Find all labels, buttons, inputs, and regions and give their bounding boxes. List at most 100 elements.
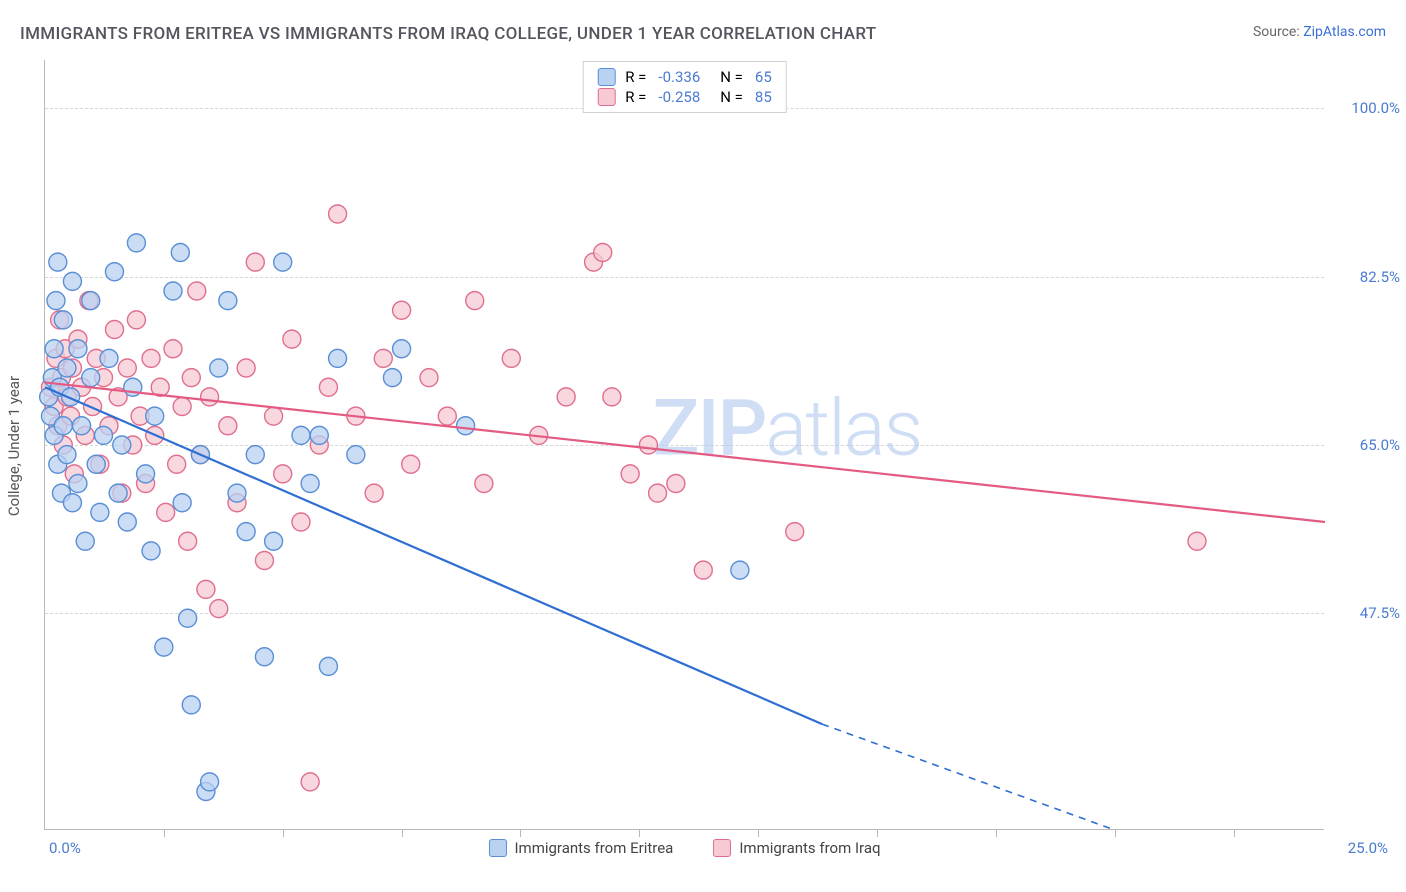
chart-plot-area: 47.5%65.0%82.5%100.0% ZIPatlas R = -0.33…	[44, 60, 1324, 830]
point-eritrea	[113, 436, 131, 454]
x-label-max: 25.0%	[1348, 839, 1388, 857]
point-eritrea	[49, 253, 67, 271]
point-eritrea	[87, 455, 105, 473]
point-iraq	[274, 465, 292, 483]
source-link[interactable]: ZipAtlas.com	[1303, 24, 1386, 40]
point-iraq	[210, 600, 228, 618]
xtick	[1234, 829, 1235, 837]
point-iraq	[237, 359, 255, 377]
point-eritrea	[731, 561, 749, 579]
point-eritrea	[118, 513, 136, 531]
point-eritrea	[179, 609, 197, 627]
point-eritrea	[73, 417, 91, 435]
xtick	[1115, 829, 1116, 837]
point-iraq	[105, 321, 123, 339]
point-iraq	[475, 475, 493, 493]
point-iraq	[84, 398, 102, 416]
point-iraq	[786, 523, 804, 541]
point-eritrea	[142, 542, 160, 560]
point-iraq	[402, 455, 420, 473]
point-eritrea	[246, 446, 264, 464]
point-eritrea	[109, 484, 127, 502]
point-eritrea	[182, 696, 200, 714]
x-label-min: 0.0%	[49, 839, 81, 857]
point-iraq	[219, 417, 237, 435]
point-eritrea	[274, 253, 292, 271]
r-label: R =	[625, 88, 646, 106]
scatter-svg	[45, 60, 1324, 829]
point-iraq	[667, 475, 685, 493]
point-eritrea	[82, 292, 100, 310]
point-eritrea	[255, 648, 273, 666]
point-iraq	[1188, 532, 1206, 550]
point-eritrea	[62, 388, 80, 406]
r-value-iraq: -0.258	[658, 88, 700, 106]
point-iraq	[621, 465, 639, 483]
point-iraq	[179, 532, 197, 550]
legend-label-eritrea: Immigrants from Eritrea	[514, 839, 673, 857]
point-eritrea	[146, 407, 164, 425]
point-iraq	[118, 359, 136, 377]
r-value-eritrea: -0.336	[658, 68, 700, 86]
point-eritrea	[347, 446, 365, 464]
point-iraq	[157, 503, 175, 521]
series-legend: Immigrants from Eritrea Immigrants from …	[488, 839, 880, 857]
point-eritrea	[105, 263, 123, 281]
point-iraq	[329, 205, 347, 223]
xtick	[283, 829, 284, 837]
point-eritrea	[171, 244, 189, 262]
point-eritrea	[47, 292, 65, 310]
point-iraq	[197, 580, 215, 598]
point-eritrea	[63, 272, 81, 290]
y-axis-label: College, Under 1 year	[5, 376, 23, 516]
chart-header: IMMIGRANTS FROM ERITREA VS IMMIGRANTS FR…	[20, 24, 1386, 44]
legend-label-iraq: Immigrants from Iraq	[739, 839, 880, 857]
n-label: N =	[720, 88, 743, 106]
point-iraq	[466, 292, 484, 310]
correlation-row-eritrea: R = -0.336 N = 65	[597, 68, 772, 86]
point-eritrea	[457, 417, 475, 435]
point-eritrea	[319, 657, 337, 675]
xtick	[996, 829, 997, 837]
point-iraq	[265, 407, 283, 425]
point-iraq	[246, 253, 264, 271]
point-eritrea	[69, 340, 87, 358]
point-eritrea	[228, 484, 246, 502]
point-eritrea	[173, 494, 191, 512]
point-iraq	[603, 388, 621, 406]
source-prefix: Source:	[1253, 24, 1303, 40]
point-eritrea	[393, 340, 411, 358]
point-eritrea	[329, 349, 347, 367]
source-attribution: Source: ZipAtlas.com	[1253, 24, 1386, 40]
point-eritrea	[76, 532, 94, 550]
point-iraq	[301, 773, 319, 791]
point-eritrea	[155, 638, 173, 656]
point-iraq	[292, 513, 310, 531]
point-iraq	[594, 244, 612, 262]
point-iraq	[438, 407, 456, 425]
point-iraq	[557, 388, 575, 406]
point-eritrea	[54, 417, 72, 435]
chart-title: IMMIGRANTS FROM ERITREA VS IMMIGRANTS FR…	[20, 24, 876, 44]
xtick	[402, 829, 403, 837]
r-label: R =	[625, 68, 646, 86]
xtick	[164, 829, 165, 837]
correlation-legend: R = -0.336 N = 65 R = -0.258 N = 85	[582, 61, 787, 113]
n-value-iraq: 85	[755, 88, 772, 106]
swatch-iraq	[713, 839, 731, 857]
legend-item-eritrea: Immigrants from Eritrea	[488, 839, 673, 857]
point-eritrea	[45, 340, 63, 358]
point-eritrea	[164, 282, 182, 300]
point-eritrea	[82, 369, 100, 387]
point-eritrea	[310, 426, 328, 444]
point-eritrea	[95, 426, 113, 444]
point-iraq	[142, 349, 160, 367]
point-iraq	[393, 301, 411, 319]
ytick-label: 100.0%	[1340, 99, 1400, 117]
point-eritrea	[219, 292, 237, 310]
xtick	[758, 829, 759, 837]
trendline-eritrea	[45, 387, 822, 724]
point-eritrea	[237, 523, 255, 541]
point-eritrea	[54, 311, 72, 329]
point-eritrea	[292, 426, 310, 444]
